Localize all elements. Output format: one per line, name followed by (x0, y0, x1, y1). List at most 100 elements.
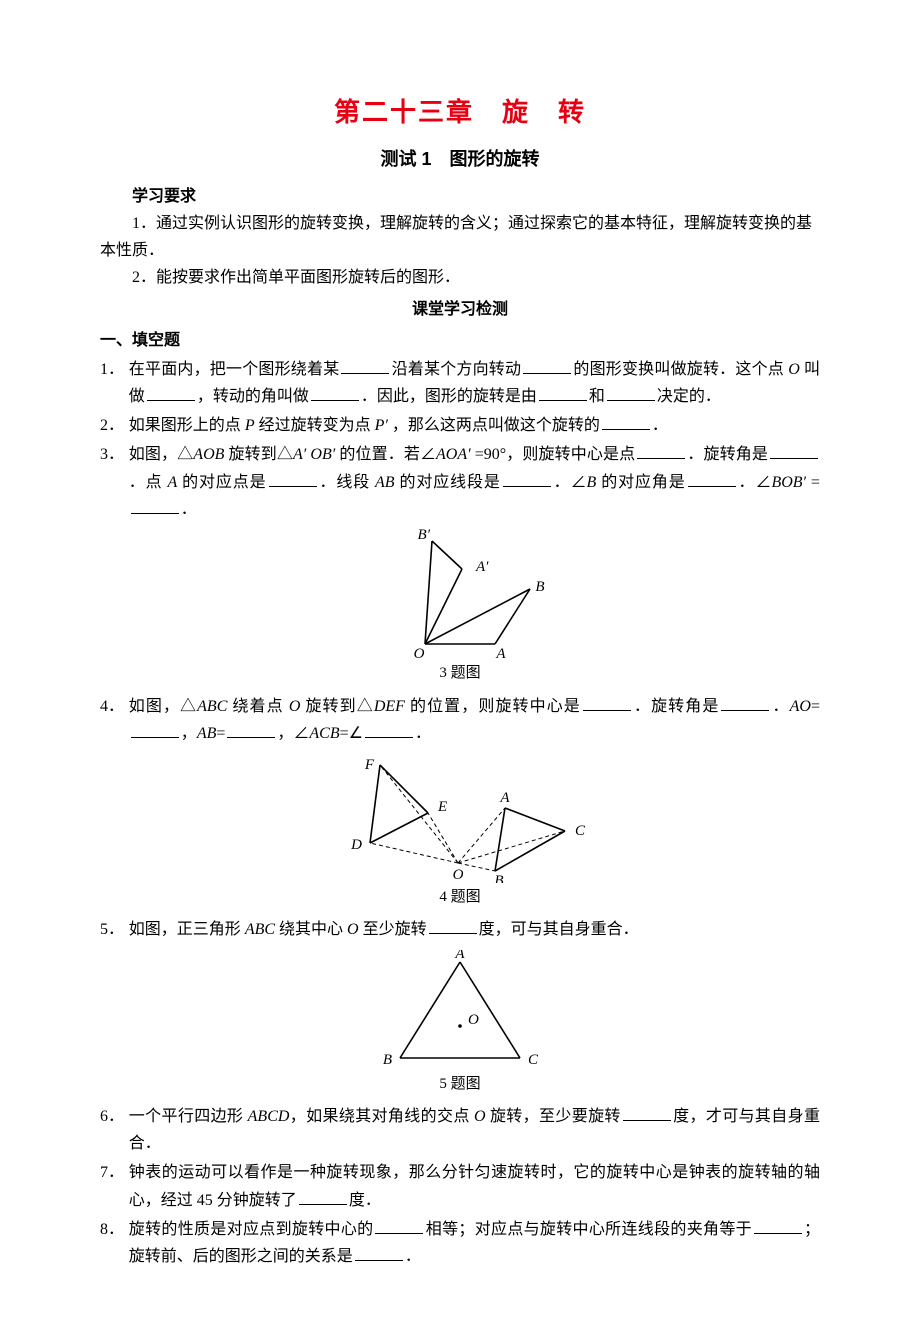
text: ．旋转角是 (687, 446, 768, 463)
blank[interactable] (131, 497, 179, 514)
var: AB (197, 725, 217, 742)
question-body: 一个平行四边形 ABCD，如果绕其对角线的交点 O 旋转，至少要旋转度，才可与其… (129, 1103, 820, 1157)
figure-4-svg: OABCDEF (330, 753, 590, 883)
text: ．线段 (319, 474, 375, 491)
question-body: 如图，△ABC 绕着点 O 旋转到△DEF 的位置，则旋转中心是．旋转角是．AO… (129, 693, 820, 747)
figure-5: ABCO (100, 950, 820, 1070)
chapter-title: 第二十三章 旋 转 (100, 90, 820, 134)
svg-text:B: B (494, 873, 503, 883)
blank[interactable] (602, 413, 650, 430)
text: ，∠ (277, 725, 309, 742)
var: O (289, 698, 301, 715)
svg-text:A: A (454, 950, 465, 962)
svg-text:E: E (437, 799, 447, 815)
var-O: O (788, 361, 800, 378)
blank[interactable] (688, 470, 736, 487)
blank[interactable] (754, 1217, 802, 1234)
var: A′ OB′ (293, 446, 335, 463)
var-P: P (245, 417, 255, 434)
blank[interactable] (721, 694, 769, 711)
figure-5-svg: ABCO (375, 950, 545, 1070)
text: ．点 (129, 474, 168, 491)
figure-4-caption: 4 题图 (100, 885, 820, 911)
blank[interactable] (341, 357, 389, 374)
text: ，如果绕其对角线的交点 (289, 1108, 474, 1125)
blank[interactable] (623, 1104, 671, 1121)
question-7: 7． 钟表的运动可以看作是一种旋转现象，那么分针匀速旋转时，它的旋转中心是钟表的… (100, 1159, 820, 1213)
text: ． (415, 725, 431, 742)
blank[interactable] (299, 1188, 347, 1205)
var-Pprime: P′ (375, 417, 388, 434)
question-number: 6． (100, 1103, 129, 1157)
svg-text:D: D (350, 837, 362, 853)
text: 和 (589, 388, 605, 405)
blank[interactable] (429, 917, 477, 934)
question-number: 7． (100, 1159, 129, 1213)
text: 旋转的性质是对应点到旋转中心的 (129, 1221, 374, 1238)
question-body: 如图，△AOB 旋转到△A′ OB′ 的位置．若∠AOA′ =90°，则旋转中心… (129, 441, 820, 523)
svg-text:O: O (468, 1012, 479, 1028)
text: ． (771, 698, 789, 715)
var: ABCD (248, 1108, 290, 1125)
question-body: 在平面内，把一个图形绕着某沿着某个方向转动的图形变换叫做旋转．这个点 O 叫做，… (129, 356, 820, 410)
study-req-2: 2．能按要求作出简单平面图形旋转后的图形． (100, 264, 820, 291)
svg-text:A: A (499, 790, 510, 806)
text: 的位置．若∠ (335, 446, 436, 463)
svg-text:B: B (535, 579, 544, 595)
blank[interactable] (355, 1244, 403, 1261)
question-1: 1． 在平面内，把一个图形绕着某沿着某个方向转动的图形变换叫做旋转．这个点 O … (100, 356, 820, 410)
question-body: 钟表的运动可以看作是一种旋转现象，那么分针匀速旋转时，它的旋转中心是钟表的旋转轴… (129, 1159, 820, 1213)
svg-text:B: B (383, 1052, 392, 1068)
text: 决定的． (657, 388, 721, 405)
text: 的对应线段是 (395, 474, 501, 491)
text: 的对应角是 (596, 474, 685, 491)
var: DEF (374, 698, 405, 715)
blank[interactable] (131, 721, 179, 738)
question-body: 如图，正三角形 ABC 绕其中心 O 至少旋转度，可与其自身重合． (129, 916, 820, 943)
question-body: 旋转的性质是对应点到旋转中心的相等；对应点与旋转中心所连线段的夹角等于；旋转前、… (129, 1216, 820, 1270)
question-6: 6． 一个平行四边形 ABCD，如果绕其对角线的交点 O 旋转，至少要旋转度，才… (100, 1103, 820, 1157)
svg-text:O: O (414, 646, 425, 659)
text: 一个平行四边形 (129, 1108, 248, 1125)
var: O (347, 921, 359, 938)
text: ．∠ (738, 474, 772, 491)
test-title: 测试 1 图形的旋转 (100, 144, 820, 175)
text: ．因此，图形的旋转是由 (361, 388, 537, 405)
var: AOA′ (436, 446, 471, 463)
svg-text:C: C (575, 823, 586, 839)
text: ．旋转角是 (633, 698, 720, 715)
text: ． (181, 501, 197, 518)
section-1-label: 一、填空题 (100, 327, 820, 354)
question-number: 4． (100, 693, 129, 747)
var: O (474, 1108, 486, 1125)
svg-text:O: O (453, 867, 464, 883)
blank[interactable] (375, 1217, 423, 1234)
blank[interactable] (311, 384, 359, 401)
figure-3-svg: OABA′B′ (370, 529, 550, 659)
blank[interactable] (147, 384, 195, 401)
study-req-1: 1．通过实例认识图形的旋转变换，理解旋转的含义；通过探索它的基本特征，理解旋转变… (100, 210, 820, 264)
var: AO (790, 698, 811, 715)
question-number: 2． (100, 412, 129, 439)
blank[interactable] (607, 384, 655, 401)
blank[interactable] (503, 470, 551, 487)
svg-text:A: A (495, 646, 506, 659)
blank[interactable] (583, 694, 631, 711)
var: ACB (309, 725, 339, 742)
text: =90°，则旋转中心是点 (471, 446, 636, 463)
blank[interactable] (365, 721, 413, 738)
question-5: 5． 如图，正三角形 ABC 绕其中心 O 至少旋转度，可与其自身重合． (100, 916, 820, 943)
blank[interactable] (269, 470, 317, 487)
text: 如图，△ (129, 698, 197, 715)
var: ABC (245, 921, 275, 938)
question-3: 3． 如图，△AOB 旋转到△A′ OB′ 的位置．若∠AOA′ =90°，则旋… (100, 441, 820, 523)
blank[interactable] (770, 442, 818, 459)
svg-text:A′: A′ (475, 559, 489, 575)
classroom-subheading: 课堂学习检测 (100, 296, 820, 323)
blank[interactable] (539, 384, 587, 401)
blank[interactable] (523, 357, 571, 374)
blank[interactable] (637, 442, 685, 459)
blank[interactable] (227, 721, 275, 738)
text: 绕其中心 (275, 921, 347, 938)
var: B (587, 474, 597, 491)
